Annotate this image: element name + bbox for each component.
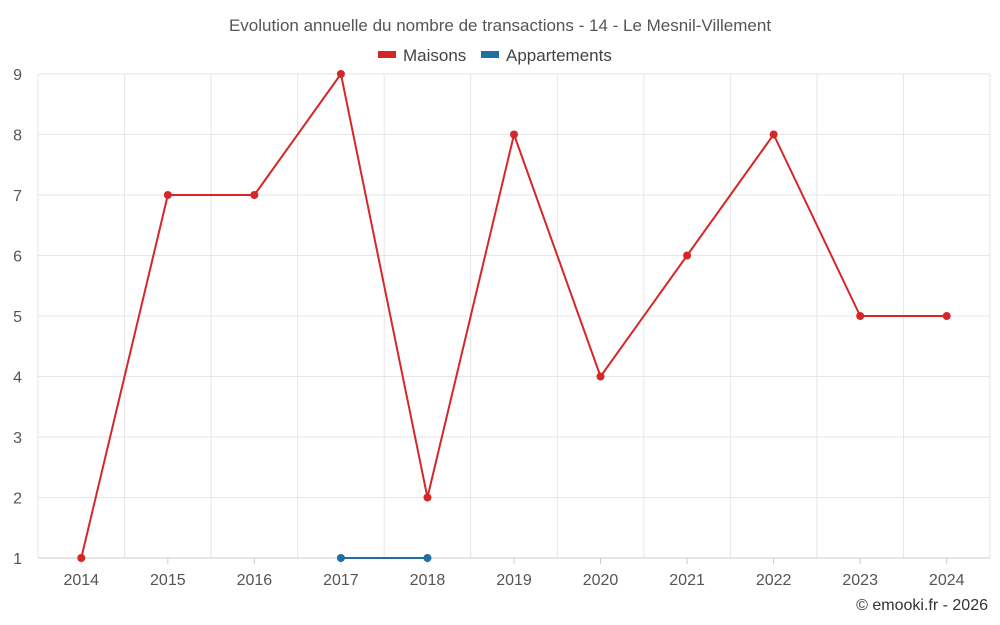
legend-label-appartements: Appartements: [506, 46, 612, 65]
legend-item-appartements[interactable]: Appartements: [481, 46, 612, 65]
data-point-appartements[interactable]: [423, 554, 432, 562]
data-point-maisons[interactable]: [683, 251, 692, 260]
legend-label-maisons: Maisons: [403, 46, 466, 65]
x-tick-label: 2017: [323, 572, 359, 589]
legend: Maisons Appartements: [378, 46, 612, 65]
x-tick-label: 2016: [237, 572, 273, 589]
credit-text: © emooki.fr - 2026: [856, 597, 988, 614]
x-tick-label: 2020: [583, 572, 619, 589]
x-tick-label: 2022: [756, 572, 792, 589]
y-tick-label: 6: [13, 249, 22, 266]
x-tick-label: 2019: [496, 572, 532, 589]
y-tick-label: 8: [13, 128, 22, 145]
data-point-maisons[interactable]: [336, 70, 345, 78]
y-tick-label: 4: [13, 370, 22, 387]
data-point-maisons[interactable]: [769, 130, 778, 139]
grid: [37, 73, 991, 559]
chart-title: Evolution annuelle du nombre de transact…: [229, 16, 771, 35]
x-tick-label: 2024: [929, 572, 965, 589]
x-tick-label: 2021: [669, 572, 705, 589]
y-tick-label: 5: [13, 309, 22, 326]
data-point-maisons[interactable]: [163, 191, 172, 199]
data-point-maisons[interactable]: [596, 372, 605, 381]
data-point-maisons[interactable]: [510, 130, 518, 139]
x-tick-label: 2023: [842, 572, 878, 589]
y-tick-label: 1: [13, 551, 22, 568]
data-point-maisons[interactable]: [423, 493, 432, 502]
axes: 1 2 3 4 5 6 7 8 9 2014 2015 2016 2017 2018 2019 2020 202…: [13, 67, 990, 589]
data-point-appartements[interactable]: [336, 554, 345, 562]
x-tick-label: 2015: [150, 572, 186, 589]
y-tick-label: 2: [13, 491, 22, 508]
y-tick-label: 7: [13, 188, 22, 205]
y-tick-label: 9: [13, 67, 22, 84]
data-point-maisons[interactable]: [77, 554, 86, 562]
data-point-maisons[interactable]: [250, 191, 259, 199]
legend-swatch-maisons: [378, 51, 396, 58]
x-tick-label: 2014: [63, 572, 99, 589]
y-tick-label: 3: [13, 430, 22, 447]
legend-item-maisons[interactable]: Maisons: [378, 46, 466, 65]
data-point-maisons[interactable]: [856, 312, 865, 320]
x-tick-label: 2018: [410, 572, 446, 589]
data-point-maisons[interactable]: [942, 312, 951, 320]
legend-swatch-appartements: [481, 51, 499, 58]
series: [77, 70, 951, 562]
